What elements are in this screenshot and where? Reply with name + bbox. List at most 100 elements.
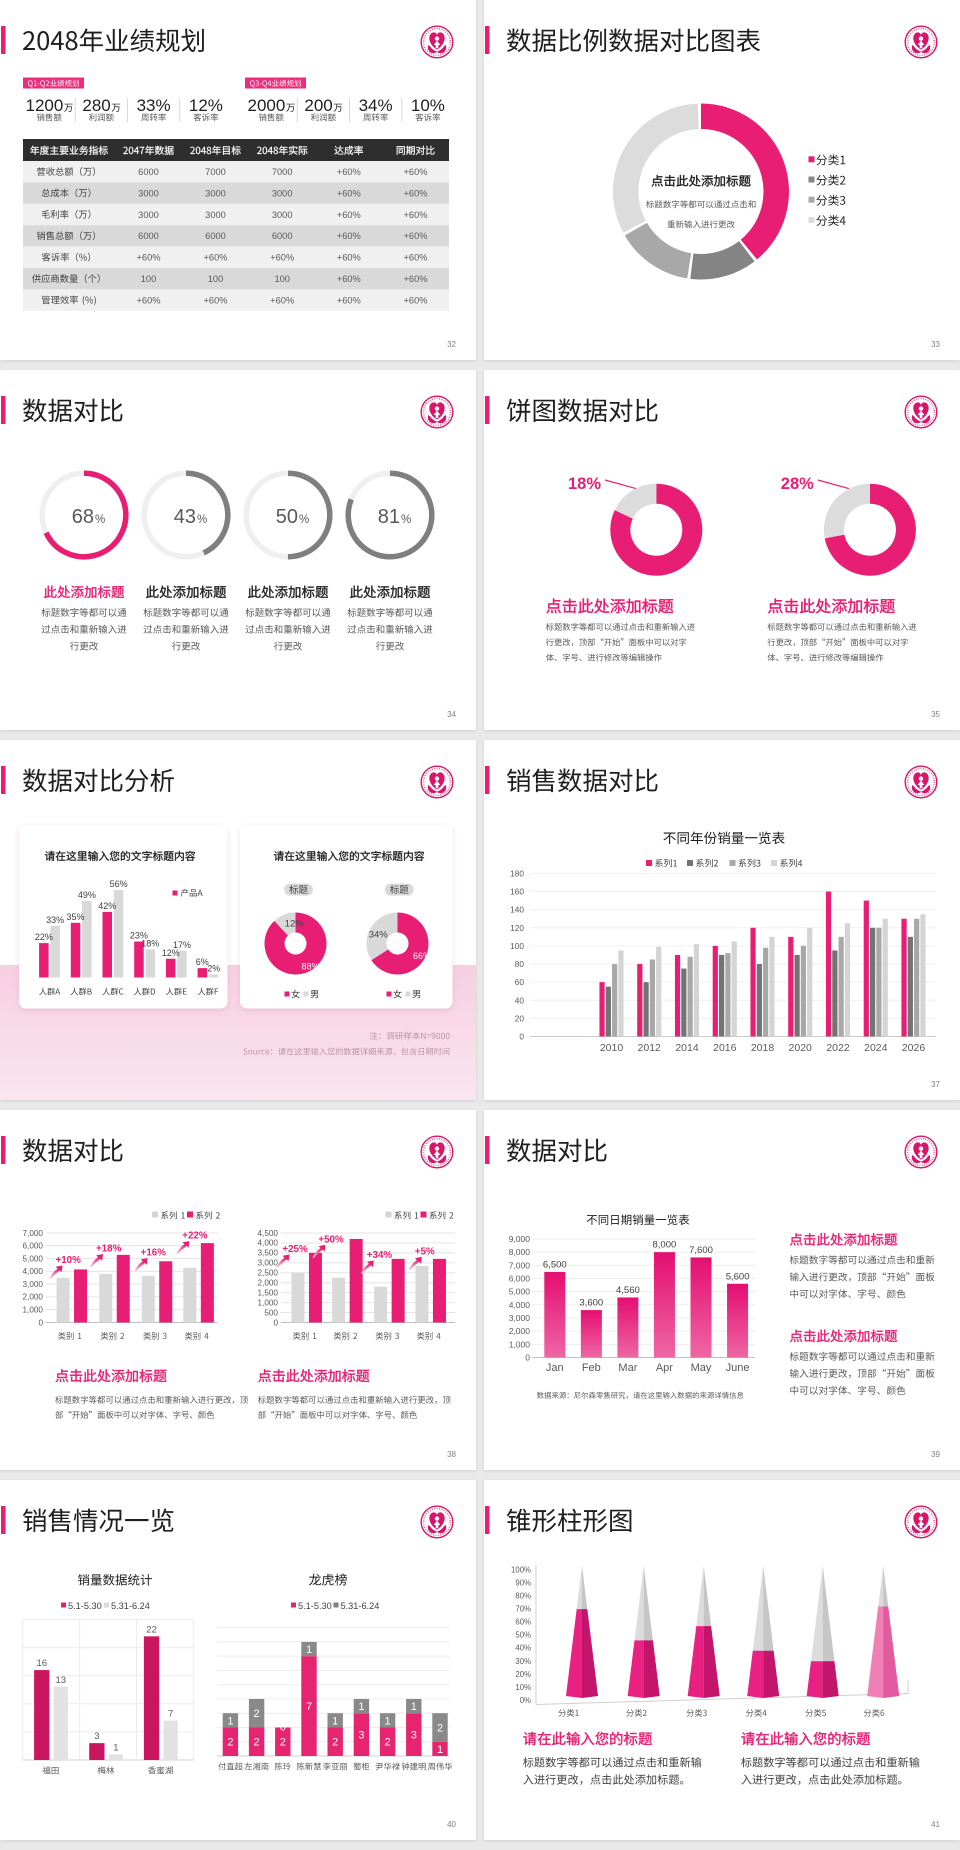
svg-text:32: 32: [447, 340, 456, 349]
svg-text:3000: 3000: [205, 210, 226, 220]
svg-text:18%: 18%: [568, 475, 601, 493]
svg-text:17%: 17%: [173, 940, 191, 950]
svg-text:16: 16: [37, 1658, 48, 1669]
svg-text:8,000: 8,000: [509, 1247, 531, 1257]
svg-text:34%: 34%: [359, 96, 393, 115]
svg-text:3,500: 3,500: [258, 1249, 279, 1258]
svg-text:1: 1: [227, 1715, 233, 1727]
svg-text:7,600: 7,600: [689, 1245, 713, 1256]
svg-text:5.31-6.24: 5.31-6.24: [341, 1601, 380, 1611]
svg-text:7: 7: [306, 1701, 312, 1713]
svg-text:180: 180: [510, 868, 524, 878]
svg-text:+10%: +10%: [56, 1255, 82, 1266]
svg-text:66%: 66%: [413, 951, 431, 961]
svg-text:+60%: +60%: [203, 253, 227, 263]
svg-text:80: 80: [515, 959, 525, 969]
svg-text:10%: 10%: [411, 96, 445, 115]
svg-text:20%: 20%: [515, 1670, 531, 1679]
svg-text:Mar: Mar: [618, 1362, 637, 1374]
svg-text:June: June: [726, 1362, 750, 1374]
svg-text:70%: 70%: [515, 1605, 531, 1614]
svg-text:40: 40: [447, 1820, 456, 1829]
svg-text:+60%: +60%: [136, 295, 160, 305]
svg-text:6000: 6000: [138, 231, 159, 241]
svg-text:+60%: +60%: [337, 274, 361, 284]
svg-text:+34%: +34%: [367, 1250, 393, 1261]
svg-text:2026: 2026: [902, 1042, 926, 1054]
svg-text:90%: 90%: [515, 1579, 531, 1588]
svg-text:+60%: +60%: [403, 295, 427, 305]
svg-text:%: %: [299, 514, 309, 526]
svg-text:+5%: +5%: [415, 1246, 435, 1257]
svg-text:56%: 56%: [110, 879, 128, 889]
svg-text:1: 1: [411, 1701, 417, 1713]
svg-text:33%: 33%: [46, 915, 64, 925]
svg-text:Jan: Jan: [546, 1362, 564, 1374]
svg-text:1,000: 1,000: [23, 1306, 44, 1315]
svg-text:4,500: 4,500: [258, 1229, 279, 1238]
svg-text:+60%: +60%: [337, 253, 361, 263]
svg-text:3,000: 3,000: [509, 1313, 531, 1323]
svg-text:2010: 2010: [600, 1042, 624, 1054]
svg-text:22%: 22%: [35, 932, 53, 942]
svg-text:7,000: 7,000: [23, 1229, 44, 1238]
svg-text:2018: 2018: [751, 1042, 775, 1054]
svg-text:+16%: +16%: [141, 1248, 167, 1259]
svg-text:2: 2: [227, 1737, 233, 1749]
svg-text:Apr: Apr: [656, 1362, 673, 1374]
svg-text:43: 43: [174, 506, 196, 528]
svg-text:5.1-5.30: 5.1-5.30: [68, 1601, 102, 1611]
svg-text:3000: 3000: [138, 210, 159, 220]
svg-text:3000: 3000: [205, 188, 226, 198]
svg-text:1,500: 1,500: [258, 1289, 279, 1298]
svg-text:33%: 33%: [137, 96, 171, 115]
svg-text:160: 160: [510, 887, 524, 897]
svg-text:6,500: 6,500: [543, 1259, 567, 1270]
svg-text:88%: 88%: [302, 962, 320, 972]
svg-text:12%: 12%: [162, 948, 180, 958]
svg-text:%: %: [197, 514, 207, 526]
svg-text:2000: 2000: [248, 96, 286, 115]
svg-text:3: 3: [358, 1730, 364, 1742]
svg-text:+60%: +60%: [403, 253, 427, 263]
svg-text:35%: 35%: [66, 912, 84, 922]
svg-text:1,000: 1,000: [258, 1298, 279, 1307]
svg-text:2%: 2%: [207, 963, 220, 973]
svg-text:2: 2: [280, 1737, 286, 1749]
svg-text:50%: 50%: [515, 1631, 531, 1640]
svg-text:0: 0: [280, 1722, 286, 1734]
svg-text:1: 1: [113, 1742, 118, 1753]
svg-text:0: 0: [38, 1318, 43, 1327]
svg-text:6000: 6000: [138, 167, 159, 177]
svg-text:68: 68: [72, 506, 94, 528]
svg-text:1: 1: [332, 1715, 338, 1727]
svg-text:5,000: 5,000: [509, 1287, 531, 1297]
svg-text:60%: 60%: [515, 1618, 531, 1627]
svg-text:3: 3: [411, 1730, 417, 1742]
svg-text:+60%: +60%: [337, 188, 361, 198]
svg-text:10%: 10%: [515, 1683, 531, 1692]
svg-text:39: 39: [931, 1450, 940, 1459]
svg-text:120: 120: [510, 923, 524, 933]
svg-text:+60%: +60%: [337, 231, 361, 241]
svg-text:0: 0: [525, 1353, 530, 1363]
svg-text:1,000: 1,000: [509, 1339, 531, 1349]
svg-text:9,000: 9,000: [509, 1234, 531, 1244]
svg-text:35: 35: [931, 710, 940, 719]
svg-text:3000: 3000: [272, 188, 293, 198]
svg-text:13: 13: [56, 1675, 67, 1686]
svg-text:2024: 2024: [864, 1042, 888, 1054]
svg-text:2020: 2020: [789, 1042, 813, 1054]
svg-text:+60%: +60%: [403, 231, 427, 241]
svg-text:7: 7: [168, 1709, 173, 1720]
svg-text:+25%: +25%: [282, 1244, 308, 1255]
svg-text:100: 100: [141, 274, 157, 284]
svg-text:2,000: 2,000: [509, 1326, 531, 1336]
svg-text:4,000: 4,000: [23, 1267, 44, 1276]
svg-text:+60%: +60%: [203, 295, 227, 305]
svg-text:3000: 3000: [272, 210, 293, 220]
svg-text:42%: 42%: [98, 901, 116, 911]
svg-text:7,000: 7,000: [509, 1260, 531, 1270]
svg-text:280: 280: [82, 96, 110, 115]
svg-text:0: 0: [519, 1032, 524, 1042]
